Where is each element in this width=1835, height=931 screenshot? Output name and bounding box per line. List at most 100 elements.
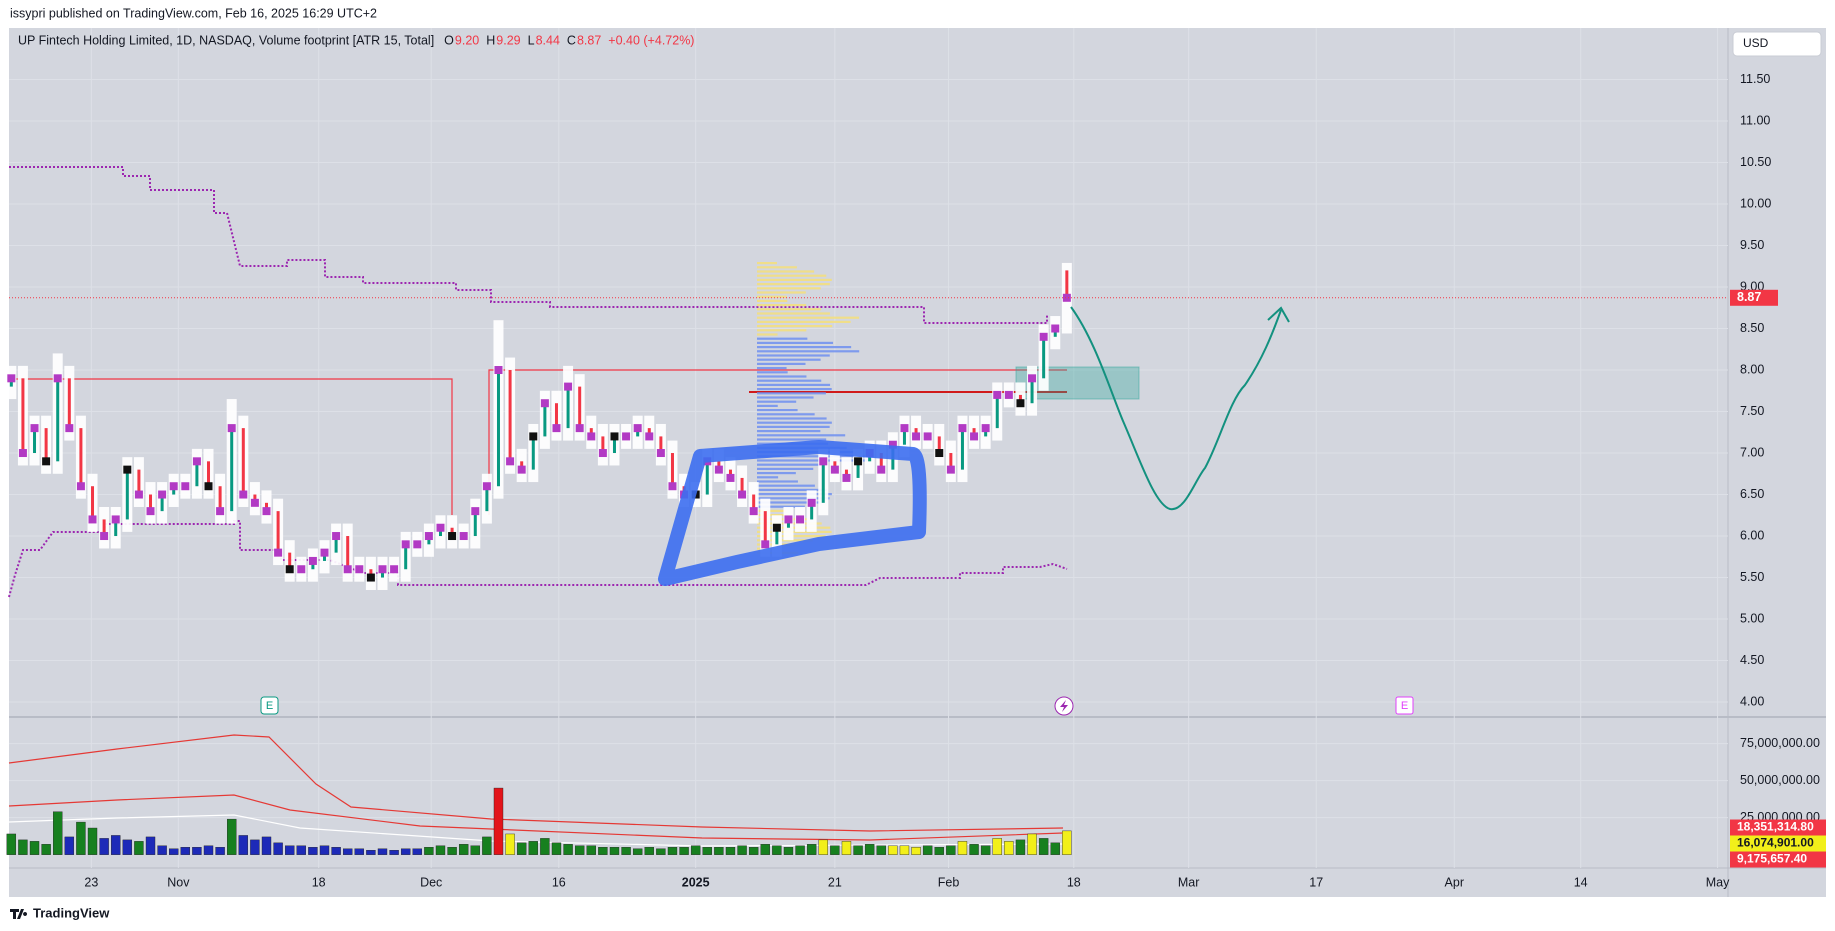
candle-body: [276, 511, 280, 553]
volume-bar: [53, 811, 63, 855]
candle-body: [160, 494, 164, 512]
legend-value: 9.29: [496, 33, 520, 47]
candle-body: [647, 428, 651, 437]
grid: [9, 28, 1728, 868]
footprint-cell: [88, 515, 97, 524]
volume-bar: [435, 845, 446, 855]
footprint-cell: [482, 482, 491, 491]
footprint-cell: [993, 390, 1002, 399]
candle-body: [960, 428, 964, 470]
lightning-icon: [1060, 700, 1068, 712]
profile-row: [757, 358, 821, 361]
volume-bar: [563, 844, 573, 855]
volume-bar: [412, 848, 422, 855]
profile-row: [757, 392, 826, 395]
legend-key: O: [444, 33, 454, 47]
volume-bar: [470, 845, 480, 855]
volume-bar: [215, 847, 225, 855]
profile-row: [757, 514, 789, 517]
profile-row: [757, 362, 806, 365]
profile-row: [757, 484, 815, 487]
volume-bar: [992, 838, 1002, 855]
candle-body: [125, 469, 129, 520]
volume-bar: [609, 847, 620, 855]
profile-row: [757, 518, 808, 521]
footprint-cell: [564, 382, 573, 391]
candle-body: [1030, 378, 1034, 404]
candle-body: [520, 461, 524, 470]
profile-row: [757, 434, 846, 437]
footprint-cell: [598, 449, 607, 458]
volume-bar: [331, 847, 341, 855]
footprint-cell: [1062, 293, 1071, 302]
profile-row: [757, 497, 830, 500]
hand-drawn-shape: [658, 440, 927, 586]
volume-bar: [667, 847, 678, 855]
volume-bar: [366, 850, 376, 855]
profile-row: [757, 278, 832, 281]
y-tick-label: 4.00: [1740, 694, 1764, 708]
marker-box[interactable]: [260, 696, 279, 715]
candle-body: [763, 511, 767, 545]
legend-key: L: [528, 33, 535, 47]
footprint-cell: [169, 482, 178, 491]
footprint-cell: [53, 374, 62, 383]
y-tick-label: 7.50: [1740, 404, 1764, 418]
profile-row: [757, 472, 796, 475]
profile-row: [757, 413, 815, 416]
candle-body: [728, 469, 732, 478]
footprint-cell: [946, 465, 955, 474]
profile-row: [757, 404, 778, 407]
volume-bar: [899, 845, 910, 855]
profile-row: [757, 354, 830, 357]
candle-body: [740, 477, 744, 495]
volume-bar: [64, 836, 75, 855]
volume-bar: [76, 821, 86, 855]
volume-bar: [946, 845, 956, 855]
volume-bars: [6, 787, 1072, 855]
volume-bar: [505, 833, 515, 855]
footprint-cell: [494, 366, 503, 375]
candles: [6, 262, 1072, 590]
marker-box[interactable]: [1395, 696, 1414, 715]
candle-body: [717, 461, 721, 470]
profile-row: [757, 346, 852, 349]
x-tick-label: 18: [1067, 875, 1081, 889]
brand-logo: [10, 909, 28, 919]
profile-row: [757, 299, 788, 302]
profile-row: [757, 371, 788, 374]
profile-row: [757, 266, 797, 269]
footprint-cell: [517, 465, 526, 474]
range-box: [9, 378, 453, 515]
profile-row: [757, 320, 851, 323]
volume-bar: [1004, 841, 1014, 855]
range-box: [488, 369, 1067, 515]
volume-ma: [8, 814, 1064, 847]
candle-body: [1018, 394, 1022, 404]
volume-bar: [748, 847, 759, 855]
footprint-cell: [958, 424, 967, 433]
marker-label: E: [266, 700, 273, 712]
candle-body: [114, 519, 118, 537]
footprint-cell: [181, 482, 190, 491]
y-tick-label: 6.50: [1740, 487, 1764, 501]
volume-bar: [180, 847, 191, 855]
volume-bar: [911, 847, 921, 855]
footprint-cell: [714, 465, 723, 474]
footprint-cell: [320, 548, 329, 557]
earnings-marker[interactable]: E: [260, 696, 279, 715]
y-tick-label: 5.50: [1740, 570, 1764, 584]
candle-body: [786, 519, 790, 528]
volume-bar: [516, 842, 527, 855]
volume-bar: [830, 845, 840, 855]
volume-tick-label: 50,000,000.00: [1740, 773, 1820, 787]
profile-row: [757, 455, 871, 458]
currency-button[interactable]: [1732, 31, 1822, 57]
footprint-cell: [250, 498, 259, 507]
y-tick-label: 11.50: [1740, 72, 1770, 86]
chart-title: UP Fintech Holding Limited, 1D, NASDAQ, …: [18, 33, 434, 47]
time-axis: [9, 868, 1728, 897]
volume-bar: [806, 844, 817, 855]
footprint-cell: [900, 424, 909, 433]
earnings-marker[interactable]: E: [1395, 696, 1414, 715]
